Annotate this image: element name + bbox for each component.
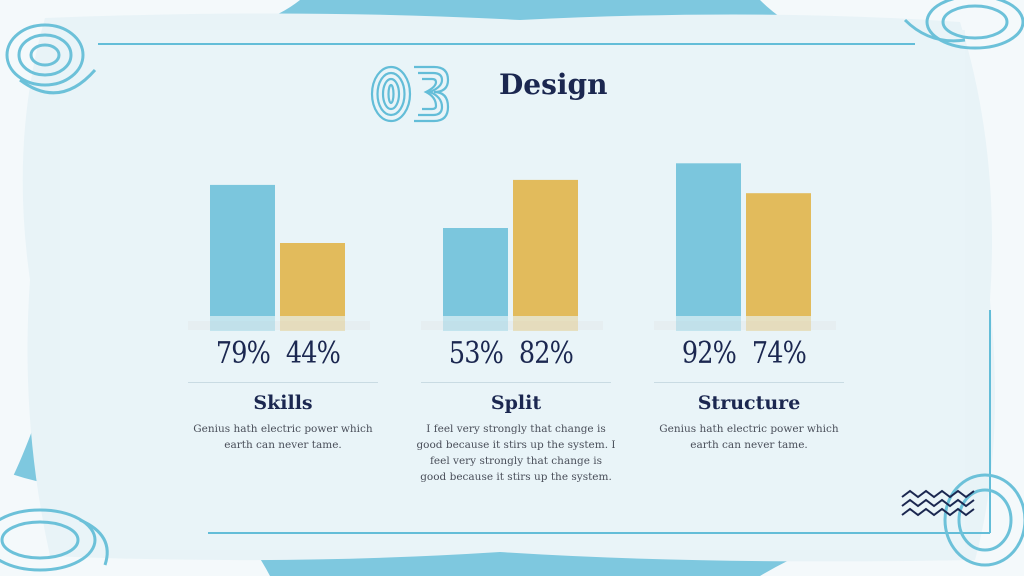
value-label-1: 92% (681, 336, 737, 371)
bar-chart-2 (421, 179, 603, 331)
bar-reflection-1 (443, 316, 508, 331)
chart-base (421, 321, 603, 330)
chart-description: I feel very strongly that change is good… (416, 423, 616, 483)
section-number-logo (370, 65, 450, 123)
bar-2 (513, 179, 578, 316)
bar-1 (676, 163, 741, 316)
chart-column-1: 79% 44% Skills Genius hath electric power w… (188, 150, 378, 490)
bar-reflection-2 (746, 316, 811, 331)
chart-title: Structure (697, 392, 801, 414)
chart-title: Split (490, 392, 542, 414)
value-label-1: 53% (448, 336, 504, 371)
chart-description: Genius hath electric power which earth c… (193, 423, 373, 451)
bar-reflection-1 (676, 316, 741, 331)
divider (188, 382, 378, 383)
bar-reflection-1 (210, 316, 275, 331)
bar-2 (746, 193, 811, 316)
page-title: Design (499, 68, 608, 101)
bar-reflection-2 (513, 316, 578, 331)
bar-chart-3 (654, 163, 836, 331)
bar-1 (210, 184, 275, 316)
value-label-2: 74% (751, 336, 807, 371)
bar-chart-1 (188, 184, 370, 331)
chart-column-2: 53% 82% Split I feel very strongly that cha… (416, 150, 616, 490)
divider (421, 382, 611, 383)
value-label-2: 44% (285, 336, 341, 371)
bar-1 (443, 228, 508, 316)
bar-reflection-2 (280, 316, 345, 331)
value-label-1: 79% (215, 336, 271, 371)
chart-description: Genius hath electric power which earth c… (659, 423, 839, 451)
value-label-2: 82% (518, 336, 574, 371)
bar-2 (280, 243, 345, 316)
chart-base (188, 321, 370, 330)
divider (654, 382, 844, 383)
chart-base (654, 321, 836, 330)
chart-column-3: 92% 74% Structure Genius hath electric powe… (654, 150, 844, 490)
header: Design (370, 64, 630, 128)
chart-title: Skills (253, 392, 313, 414)
